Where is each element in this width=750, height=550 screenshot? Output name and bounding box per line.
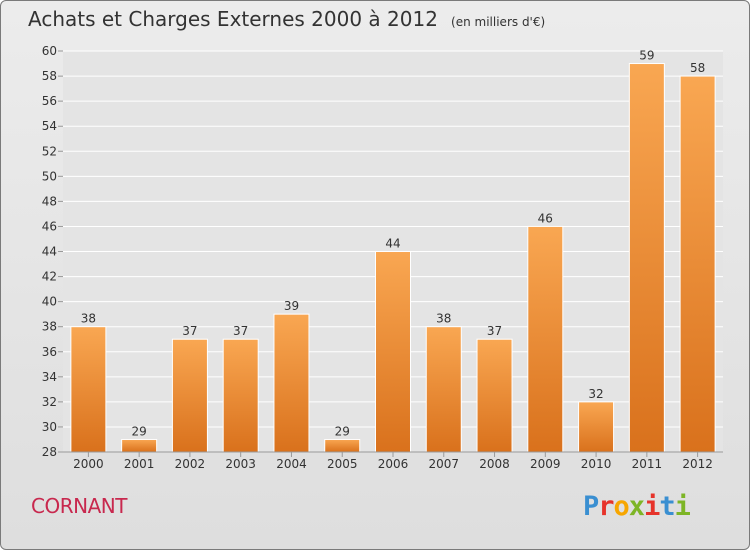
proxiti-logo: Proxiti [583,491,691,522]
value-label: 39 [284,299,299,313]
x-tick-label: 2002 [175,457,206,471]
y-tick-label: 28 [42,445,57,459]
logo-letter: i [644,491,660,522]
chart-unit: (en milliers d'€) [451,15,546,29]
bar-2002 [171,338,208,453]
value-label: 46 [538,211,553,225]
x-tick-label: 2003 [225,457,256,471]
x-tick-label: 2000 [73,457,104,471]
value-label: 44 [385,237,400,251]
bar-2004 [273,313,310,453]
bar-2011 [628,63,665,453]
x-tick-label: 2004 [276,457,307,471]
bar-2000 [70,326,107,453]
x-tick-label: 2007 [428,457,459,471]
bar-2008 [476,338,513,453]
bar-2012 [679,75,716,453]
y-tick-label: 38 [42,320,57,334]
value-label: 38 [436,312,451,326]
town-name: CORNANT [31,494,127,518]
bar-2001 [121,438,158,453]
value-label: 58 [690,61,705,75]
y-tick-label: 50 [42,169,57,183]
x-tick-label: 2006 [378,457,409,471]
bar-2006 [375,251,411,453]
value-label: 37 [233,324,248,338]
bar-2007 [425,326,462,453]
logo-letter: t [659,491,675,522]
y-tick-label: 60 [42,44,57,58]
logo-letter: P [583,491,599,522]
x-tick-label: 2008 [479,457,510,471]
bar-2003 [222,338,259,453]
bars: 38 29 37 37 39 29 44 38 37 46 32 59 58 [70,49,716,453]
bar-2009 [527,225,564,453]
value-label: 37 [182,324,197,338]
bar-2010 [578,401,615,453]
logo-letter: o [613,491,630,522]
y-tick-label: 34 [42,370,57,384]
y-tick-label: 52 [42,144,57,158]
value-label: 37 [487,324,502,338]
y-tick-label: 44 [42,245,57,259]
y-tick-label: 32 [42,395,57,409]
x-tick-label: 2009 [530,457,561,471]
chart-title: Achats et Charges Externes 2000 à 2012 [28,7,438,31]
y-tick-label: 30 [42,420,57,434]
logo-letter: r [598,491,614,522]
value-label: 29 [132,424,147,438]
value-label: 32 [588,387,603,401]
logo-letter: x [628,491,645,522]
y-tick-label: 36 [42,345,57,359]
x-tick-label: 2005 [327,457,358,471]
y-tick-label: 42 [42,270,57,284]
value-label: 59 [639,49,654,63]
bar-2005 [324,438,361,453]
value-label: 38 [81,312,96,326]
y-tick-label: 46 [42,219,57,233]
logo-letter: i [674,491,691,522]
y-tick-label: 48 [42,194,57,208]
x-tick-labels: 2000 2001 2002 2003 2004 2005 2006 2007 2008 2009… [73,452,713,471]
y-tick-labels: 28 30 32 34 36 38 40 42 44 46 48 50 52 54 56 58 60 [42,44,63,459]
x-tick-label: 2001 [124,457,155,471]
value-label: 29 [335,424,350,438]
x-tick-label: 2012 [682,457,713,471]
y-tick-label: 56 [42,94,57,108]
y-tick-label: 54 [42,119,57,133]
y-tick-label: 58 [42,69,57,83]
y-tick-label: 40 [42,295,57,309]
title-row: Achats et Charges Externes 2000 à 2012 (… [28,7,545,31]
x-tick-label: 2011 [632,457,663,471]
x-tick-label: 2010 [581,457,612,471]
